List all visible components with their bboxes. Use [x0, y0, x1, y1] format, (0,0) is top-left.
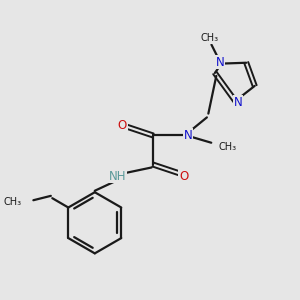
Text: CH₃: CH₃	[218, 142, 237, 152]
Text: O: O	[118, 119, 127, 132]
Text: CH₃: CH₃	[201, 33, 219, 43]
Text: NH: NH	[109, 170, 127, 183]
Text: N: N	[216, 56, 225, 69]
Text: O: O	[179, 170, 188, 183]
Text: N: N	[184, 129, 192, 142]
Text: CH₃: CH₃	[4, 197, 22, 207]
Text: N: N	[234, 96, 243, 109]
